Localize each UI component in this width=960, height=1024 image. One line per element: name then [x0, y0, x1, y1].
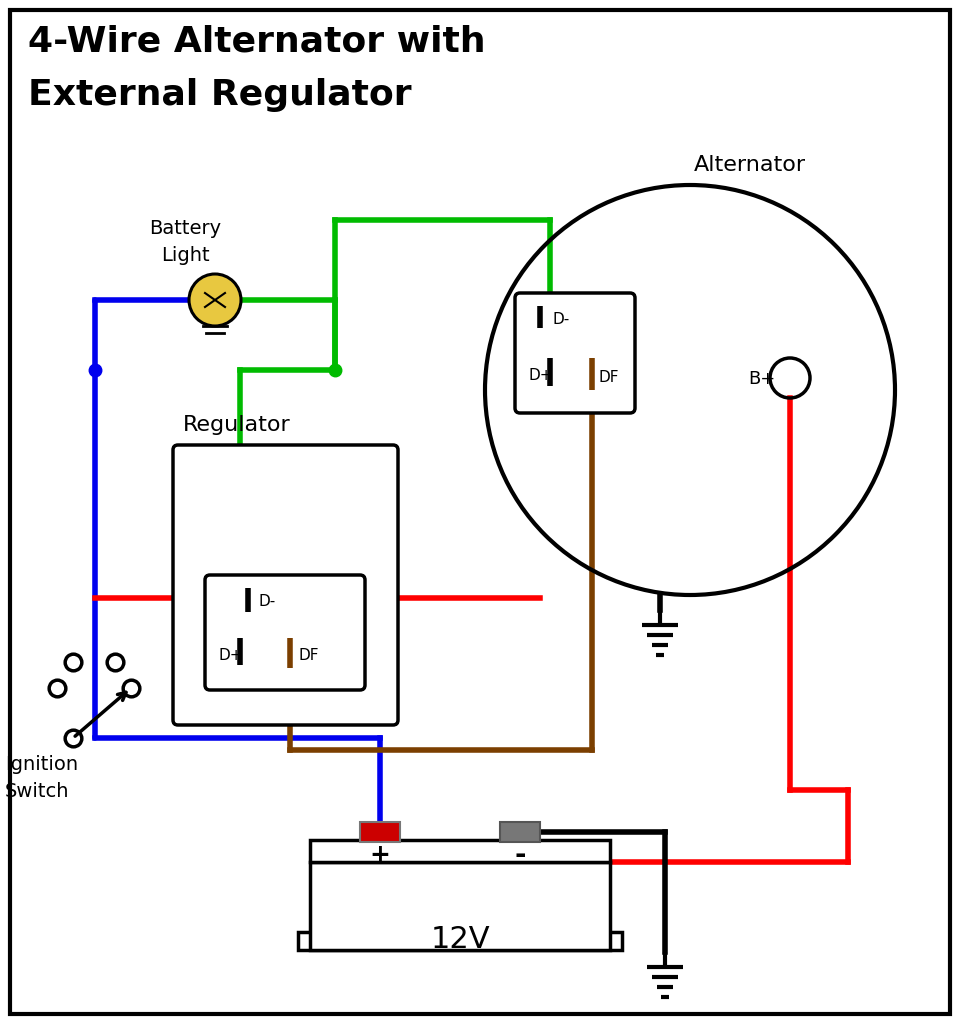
Bar	[500, 822, 540, 842]
Text: D-: D-	[552, 312, 569, 328]
Text: Regulator: Regulator	[183, 415, 291, 435]
Text: DF: DF	[598, 371, 618, 385]
Text: 4-Wire Alternator with: 4-Wire Alternator with	[28, 25, 486, 59]
Text: D+: D+	[528, 369, 553, 384]
Text: 12V: 12V	[430, 926, 490, 954]
Text: DF: DF	[298, 647, 319, 663]
FancyBboxPatch shape	[173, 445, 398, 725]
Bar	[310, 840, 610, 862]
Text: D+: D+	[218, 647, 243, 663]
Bar	[310, 862, 610, 950]
Text: Alternator: Alternator	[694, 155, 806, 175]
Text: B+: B+	[748, 370, 776, 388]
Bar	[360, 822, 400, 842]
Text: Battery: Battery	[149, 219, 221, 238]
Bar	[298, 932, 622, 950]
Text: D-: D-	[258, 595, 276, 609]
Text: External Regulator: External Regulator	[28, 78, 412, 112]
Text: Ignition: Ignition	[5, 755, 78, 774]
Text: Light: Light	[160, 246, 209, 265]
Text: Switch: Switch	[5, 782, 69, 801]
FancyBboxPatch shape	[205, 575, 365, 690]
Text: -: -	[515, 841, 526, 869]
FancyBboxPatch shape	[515, 293, 635, 413]
Circle shape	[189, 274, 241, 326]
Text: +: +	[370, 843, 391, 867]
